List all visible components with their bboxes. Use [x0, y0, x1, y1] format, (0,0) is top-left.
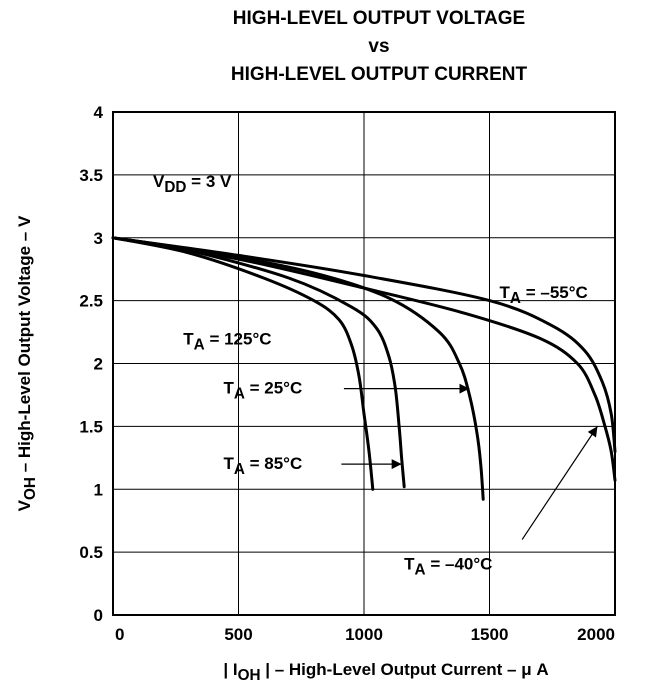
series-line-1 [111, 236, 406, 489]
y-tick-label-1: 0.5 [79, 543, 103, 562]
annotation-tm55: TA = –55°C [500, 283, 588, 307]
series-line-2 [111, 236, 485, 501]
axis-titles: | IOH | – High-Level Output Current – μ … [15, 215, 549, 684]
arrow-tm40 [521, 426, 598, 540]
tick-labels: 0 500 1000 1500 2000 0 0.5 1 1.5 2 2.5 3 3.5 4 [79, 103, 615, 644]
series-lines [111, 236, 617, 501]
chart-title-line-3: HIGH-LEVEL OUTPUT CURRENT [230, 64, 528, 85]
y-tick-label-5: 2.5 [79, 292, 103, 311]
chart-title-line-2: vs [368, 36, 390, 57]
plot-frame [112, 111, 616, 616]
series-line-3 [111, 236, 617, 482]
x-tick-label-0: 0 [115, 625, 124, 644]
annotation-t85: TA = 85°C [223, 454, 302, 478]
y-tick-label-4: 2 [94, 355, 103, 374]
annotation-tm40: TA = –40°C [404, 555, 492, 579]
x-tick-label-1500: 1500 [471, 625, 509, 644]
y-tick-label-8: 4 [94, 103, 104, 122]
x-tick-label-2000: 2000 [577, 625, 615, 644]
y-tick-label-0: 0 [94, 606, 103, 625]
vdd-condition-label: VDD = 3 V [153, 172, 232, 196]
chart-title-line-1: HIGH-LEVEL OUTPUT VOLTAGE [232, 8, 526, 29]
x-tick-label-1000: 1000 [345, 625, 383, 644]
annotations: VDD = 3 V TA = 125°C TA = 25°C TA = 85°C TA … [153, 172, 598, 579]
x-tick-label-500: 500 [224, 625, 252, 644]
annotation-t125: TA = 125°C [183, 330, 271, 354]
y-tick-label-3: 1.5 [79, 417, 103, 436]
y-tick-label-7: 3.5 [79, 166, 103, 185]
y-tick-label-6: 3 [94, 229, 103, 248]
x-axis-title: | IOH | – High-Level Output Current – μ … [223, 660, 548, 684]
series-line-0 [111, 236, 375, 491]
y-axis-title: VOH – High-Level Output Voltage – V [15, 215, 39, 511]
annotation-t25: TA = 25°C [223, 379, 302, 403]
grid-lines [112, 111, 616, 616]
y-tick-label-2: 1 [94, 480, 103, 499]
series-line-4 [111, 236, 617, 453]
